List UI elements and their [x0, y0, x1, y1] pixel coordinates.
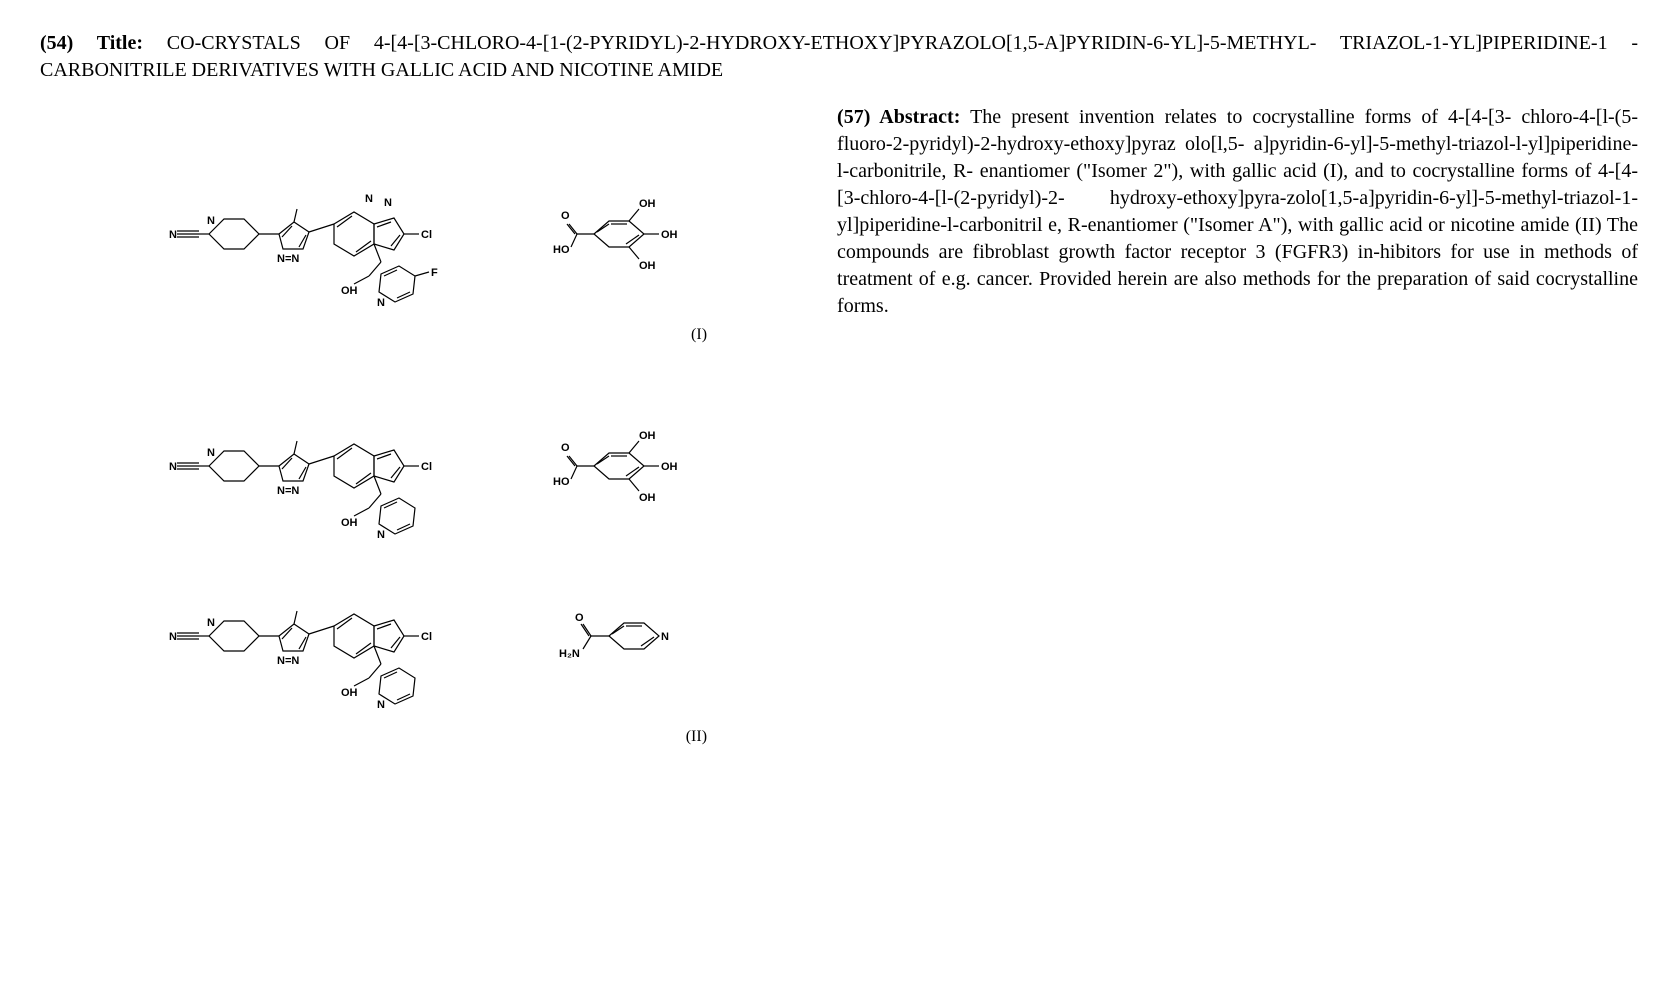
OH1-label: OH — [639, 198, 656, 210]
abstract-text: The present invention relates to cocryst… — [837, 106, 1638, 317]
pyr-N-label: N — [377, 529, 385, 541]
cyano-N-label: N — [169, 631, 177, 643]
OH-label: OH — [341, 687, 358, 699]
title-block: (54) Title: CO-CRYSTALS OF 4-[4-[3-CHLOR… — [40, 30, 1638, 84]
abstract-column: (57) Abstract: The present invention rel… — [837, 104, 1638, 787]
pyrazolo-N2-label: N — [384, 197, 392, 209]
title-label: (54) Title: — [40, 32, 143, 54]
triazole-NN-label: N=N — [277, 253, 299, 265]
OH3-label: OH — [639, 492, 656, 504]
api-molecule-IIa: N N N=N Cl OH N — [169, 386, 509, 546]
triazole-NN-label: N=N — [277, 485, 299, 497]
structure-I-row: N N N=N N N Cl OH N F — [40, 154, 807, 314]
cyano-N-label: N — [169, 229, 177, 241]
two-column-layout: N N N=N N N Cl OH N F — [40, 104, 1638, 787]
structure-II-row-a: N N N=N Cl OH N HO — [40, 386, 807, 546]
structure-II-block: N N N=N Cl OH N HO — [40, 386, 807, 748]
pyr-N-label: N — [377, 297, 385, 309]
api-molecule-I: N N N=N N N Cl OH N F — [169, 154, 509, 314]
F-label: F — [431, 267, 438, 279]
pyr-N-label: N — [661, 631, 669, 643]
OH1-label: OH — [639, 430, 656, 442]
cyano-N-label: N — [169, 461, 177, 473]
pip-N-label: N — [207, 215, 215, 227]
triazole-NN-label: N=N — [277, 655, 299, 667]
roman-I: (I) — [40, 324, 807, 346]
pip-N-label: N — [207, 617, 215, 629]
structure-I-block: N N N=N N N Cl OH N F — [40, 154, 807, 346]
pip-N-label: N — [207, 447, 215, 459]
O-label: O — [575, 612, 584, 624]
OH2-label: OH — [661, 461, 678, 473]
pyrazolo-N-label: N — [365, 193, 373, 205]
pyr-N-label: N — [377, 699, 385, 711]
OH-label: OH — [341, 517, 358, 529]
structure-II-row-b: N N N=N Cl OH N H₂N — [40, 556, 807, 716]
OH2-label: OH — [661, 229, 678, 241]
OH-label: OH — [341, 285, 358, 297]
gallic-acid-II: HO O OH OH OH — [539, 411, 679, 521]
O-label: O — [561, 210, 570, 222]
HO-label: HO — [553, 476, 570, 488]
api-molecule-IIb: N N N=N Cl OH N — [169, 556, 509, 716]
HO-label: HO — [553, 244, 570, 256]
Cl-label: Cl — [421, 631, 432, 643]
Cl-label: Cl — [421, 229, 432, 241]
nicotinamide: H₂N O N — [539, 591, 679, 681]
Cl-label: Cl — [421, 461, 432, 473]
gallic-acid-I: HO O OH OH OH — [539, 179, 679, 289]
roman-II: (II) — [40, 726, 807, 748]
title-text: CO-CRYSTALS OF 4-[4-[3-CHLORO-4-[1-(2-PY… — [40, 32, 1638, 81]
structures-column: N N N=N N N Cl OH N F — [40, 104, 807, 787]
OH3-label: OH — [639, 260, 656, 272]
abstract-label: (57) Abstract: — [837, 106, 960, 128]
H2N-label: H₂N — [559, 648, 580, 660]
O-label: O — [561, 442, 570, 454]
